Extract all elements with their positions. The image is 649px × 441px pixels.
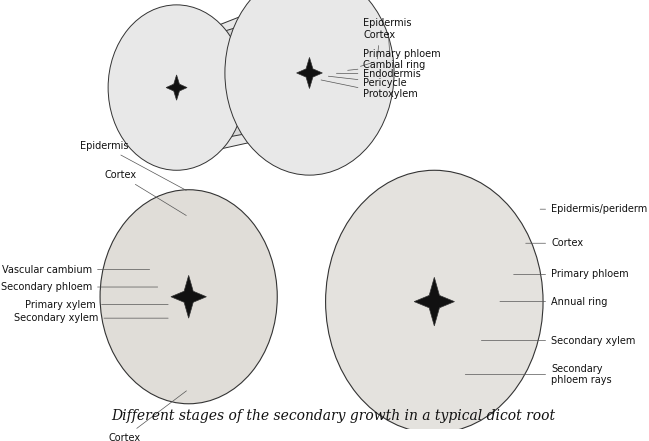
Ellipse shape <box>334 180 535 423</box>
Ellipse shape <box>152 252 226 341</box>
Ellipse shape <box>100 190 277 404</box>
Ellipse shape <box>154 60 199 115</box>
Ellipse shape <box>108 5 245 170</box>
Ellipse shape <box>299 60 320 86</box>
Text: Different stages of the secondary growth in a typical dicot root: Different stages of the secondary growth… <box>111 409 555 423</box>
Ellipse shape <box>269 24 350 122</box>
Text: Protoxylem: Protoxylem <box>321 80 418 99</box>
Text: Annual ring: Annual ring <box>500 297 607 306</box>
Text: Epidermis: Epidermis <box>80 141 186 191</box>
Text: Cortex: Cortex <box>104 170 186 216</box>
Text: Vascular cambium: Vascular cambium <box>2 265 150 274</box>
Text: Cortex: Cortex <box>108 391 186 441</box>
Polygon shape <box>193 43 291 115</box>
Ellipse shape <box>135 37 219 138</box>
Ellipse shape <box>237 0 382 161</box>
Text: Epidermis/periderm: Epidermis/periderm <box>540 204 647 214</box>
Polygon shape <box>171 275 206 318</box>
Text: Primary xylem: Primary xylem <box>25 299 168 310</box>
Ellipse shape <box>140 239 237 355</box>
Ellipse shape <box>126 221 251 373</box>
Polygon shape <box>208 17 275 140</box>
Text: Secondary phloem: Secondary phloem <box>1 282 158 292</box>
Polygon shape <box>200 33 284 126</box>
Ellipse shape <box>112 204 265 389</box>
Polygon shape <box>297 57 323 89</box>
Text: Secondary xylem: Secondary xylem <box>482 336 635 346</box>
Text: Cambial ring: Cambial ring <box>348 60 426 70</box>
Ellipse shape <box>368 222 500 381</box>
Ellipse shape <box>406 268 463 336</box>
Text: Secondary xylem: Secondary xylem <box>14 313 168 323</box>
Polygon shape <box>166 75 187 100</box>
Ellipse shape <box>343 192 525 411</box>
Text: Epidermis: Epidermis <box>363 19 412 55</box>
Ellipse shape <box>280 38 339 108</box>
Ellipse shape <box>162 70 191 105</box>
Text: Pericycle: Pericycle <box>328 76 407 88</box>
Ellipse shape <box>354 204 515 399</box>
Ellipse shape <box>162 265 215 329</box>
Polygon shape <box>414 277 454 326</box>
Text: Primary phloem: Primary phloem <box>360 49 441 66</box>
Text: Primary phloem: Primary phloem <box>513 269 629 279</box>
Ellipse shape <box>292 52 327 94</box>
Ellipse shape <box>254 7 364 139</box>
Text: Cortex: Cortex <box>363 30 396 59</box>
Ellipse shape <box>173 277 205 316</box>
Ellipse shape <box>167 77 186 98</box>
Ellipse shape <box>326 170 543 433</box>
Ellipse shape <box>119 18 234 157</box>
Ellipse shape <box>418 282 450 321</box>
Text: Secondary
phloem rays: Secondary phloem rays <box>465 364 612 385</box>
Ellipse shape <box>387 245 481 358</box>
Polygon shape <box>214 7 269 149</box>
Ellipse shape <box>225 0 394 175</box>
Text: Cortex: Cortex <box>526 238 583 248</box>
Ellipse shape <box>146 51 207 124</box>
Text: Endodermis: Endodermis <box>336 69 421 79</box>
